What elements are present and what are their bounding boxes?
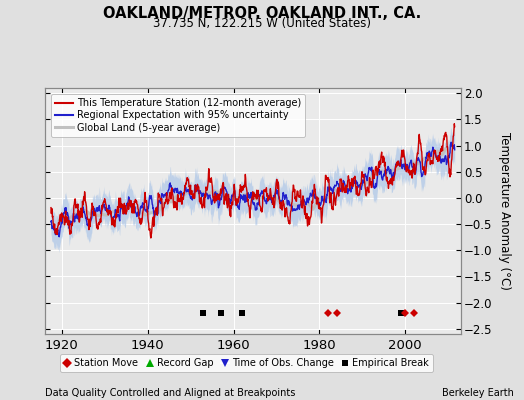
Legend: This Temperature Station (12-month average), Regional Expectation with 95% uncer: This Temperature Station (12-month avera… — [51, 94, 305, 137]
Text: Data Quality Controlled and Aligned at Breakpoints: Data Quality Controlled and Aligned at B… — [45, 388, 295, 398]
Y-axis label: Temperature Anomaly (°C): Temperature Anomaly (°C) — [498, 132, 511, 290]
Legend: Station Move, Record Gap, Time of Obs. Change, Empirical Break: Station Move, Record Gap, Time of Obs. C… — [60, 354, 433, 372]
Text: OAKLAND/METROP. OAKLAND INT., CA.: OAKLAND/METROP. OAKLAND INT., CA. — [103, 6, 421, 21]
Text: Berkeley Earth: Berkeley Earth — [442, 388, 514, 398]
Text: 37.735 N, 122.215 W (United States): 37.735 N, 122.215 W (United States) — [153, 17, 371, 30]
